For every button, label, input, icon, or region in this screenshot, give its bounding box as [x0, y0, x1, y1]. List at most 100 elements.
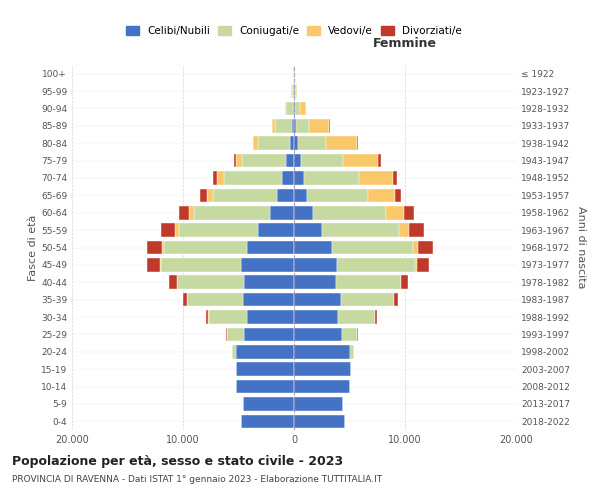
Bar — [200, 188, 207, 202]
Bar — [294, 240, 332, 254]
Bar — [294, 224, 322, 237]
Bar — [294, 276, 336, 289]
Bar — [236, 380, 294, 394]
Bar — [294, 345, 349, 358]
Bar — [417, 258, 430, 272]
Bar — [368, 188, 395, 202]
Bar — [309, 119, 329, 132]
Bar — [286, 102, 293, 115]
Bar — [332, 240, 413, 254]
Bar — [275, 119, 292, 132]
Y-axis label: Fasce di età: Fasce di età — [28, 214, 38, 280]
Bar — [244, 328, 294, 341]
Bar — [295, 84, 296, 98]
Bar — [296, 119, 309, 132]
Bar — [394, 293, 398, 306]
Bar — [322, 224, 400, 237]
Bar — [294, 154, 301, 168]
Bar — [217, 171, 224, 185]
Bar — [226, 328, 227, 341]
Bar — [298, 136, 326, 150]
Bar — [294, 171, 304, 185]
Text: PROVINCIA DI RAVENNA - Dati ISTAT 1° gennaio 2023 - Elaborazione TUTTITALIA.IT: PROVINCIA DI RAVENNA - Dati ISTAT 1° gen… — [12, 475, 382, 484]
Bar — [292, 84, 293, 98]
Bar — [207, 188, 213, 202]
Bar — [244, 276, 294, 289]
Bar — [395, 188, 401, 202]
Text: Popolazione per età, sesso e stato civile - 2023: Popolazione per età, sesso e stato civil… — [12, 455, 343, 468]
Bar — [338, 310, 375, 324]
Bar — [294, 328, 342, 341]
Bar — [269, 206, 294, 220]
Bar — [400, 224, 409, 237]
Bar — [294, 310, 338, 324]
Bar — [294, 380, 349, 394]
Bar — [404, 206, 414, 220]
Bar — [209, 310, 247, 324]
Bar — [282, 171, 294, 185]
Bar — [272, 119, 275, 132]
Bar — [213, 171, 217, 185]
Bar — [386, 206, 404, 220]
Bar — [294, 362, 350, 376]
Bar — [164, 240, 247, 254]
Bar — [236, 345, 294, 358]
Bar — [227, 328, 244, 341]
Bar — [304, 171, 359, 185]
Bar — [294, 136, 298, 150]
Bar — [413, 240, 418, 254]
Bar — [213, 188, 277, 202]
Bar — [393, 171, 397, 185]
Bar — [243, 293, 294, 306]
Bar — [295, 102, 299, 115]
Bar — [277, 188, 294, 202]
Bar — [175, 224, 179, 237]
Bar — [161, 258, 241, 272]
Bar — [294, 102, 295, 115]
Bar — [147, 240, 161, 254]
Bar — [259, 136, 290, 150]
Bar — [241, 414, 294, 428]
Bar — [409, 224, 424, 237]
Bar — [236, 154, 242, 168]
Bar — [161, 240, 164, 254]
Bar — [294, 188, 307, 202]
Bar — [161, 224, 175, 237]
Bar — [379, 154, 380, 168]
Legend: Celibi/Nubili, Coniugati/e, Vedovi/e, Divorziati/e: Celibi/Nubili, Coniugati/e, Vedovi/e, Di… — [123, 23, 465, 39]
Bar — [342, 328, 357, 341]
Bar — [290, 136, 294, 150]
Bar — [313, 206, 386, 220]
Bar — [187, 293, 243, 306]
Bar — [286, 154, 294, 168]
Bar — [183, 293, 187, 306]
Bar — [307, 188, 368, 202]
Bar — [294, 293, 341, 306]
Text: Femmine: Femmine — [373, 38, 437, 51]
Y-axis label: Anni di nascita: Anni di nascita — [575, 206, 586, 289]
Bar — [194, 206, 269, 220]
Bar — [233, 154, 236, 168]
Bar — [359, 171, 393, 185]
Bar — [292, 119, 294, 132]
Bar — [206, 310, 208, 324]
Bar — [293, 84, 294, 98]
Bar — [169, 276, 177, 289]
Bar — [179, 206, 189, 220]
Bar — [178, 276, 244, 289]
Bar — [253, 136, 259, 150]
Bar — [294, 206, 313, 220]
Bar — [401, 276, 408, 289]
Bar — [294, 414, 345, 428]
Bar — [357, 136, 358, 150]
Bar — [296, 84, 297, 98]
Bar — [293, 102, 294, 115]
Bar — [160, 258, 161, 272]
Bar — [247, 310, 294, 324]
Bar — [375, 310, 377, 324]
Bar — [294, 258, 337, 272]
Bar — [343, 154, 379, 168]
Bar — [232, 345, 236, 358]
Bar — [189, 206, 194, 220]
Bar — [299, 102, 306, 115]
